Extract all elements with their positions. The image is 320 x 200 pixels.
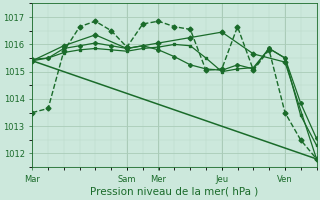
X-axis label: Pression niveau de la mer( hPa ): Pression niveau de la mer( hPa )	[90, 187, 259, 197]
